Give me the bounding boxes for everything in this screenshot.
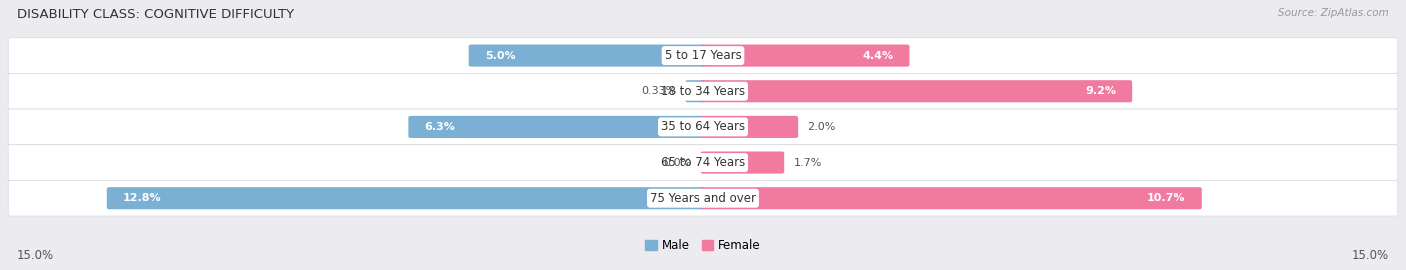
FancyBboxPatch shape [468, 45, 706, 67]
Text: 18 to 34 Years: 18 to 34 Years [661, 85, 745, 98]
Text: 9.2%: 9.2% [1085, 86, 1116, 96]
FancyBboxPatch shape [8, 180, 1398, 216]
Text: 65 to 74 Years: 65 to 74 Years [661, 156, 745, 169]
FancyBboxPatch shape [700, 116, 799, 138]
Text: 35 to 64 Years: 35 to 64 Years [661, 120, 745, 133]
FancyBboxPatch shape [107, 187, 706, 209]
FancyBboxPatch shape [8, 145, 1398, 180]
Text: 1.7%: 1.7% [793, 158, 823, 168]
FancyBboxPatch shape [8, 38, 1398, 73]
Text: 10.7%: 10.7% [1147, 193, 1185, 203]
Text: 6.3%: 6.3% [425, 122, 456, 132]
FancyBboxPatch shape [685, 80, 706, 102]
Text: 12.8%: 12.8% [124, 193, 162, 203]
FancyBboxPatch shape [700, 151, 785, 174]
Text: 75 Years and over: 75 Years and over [650, 192, 756, 205]
FancyBboxPatch shape [700, 45, 910, 67]
Text: Source: ZipAtlas.com: Source: ZipAtlas.com [1278, 8, 1389, 18]
Text: 4.4%: 4.4% [862, 50, 893, 60]
FancyBboxPatch shape [8, 109, 1398, 145]
Text: 15.0%: 15.0% [17, 249, 53, 262]
Text: 5.0%: 5.0% [485, 50, 516, 60]
Text: DISABILITY CLASS: COGNITIVE DIFFICULTY: DISABILITY CLASS: COGNITIVE DIFFICULTY [17, 8, 294, 21]
Text: 5 to 17 Years: 5 to 17 Years [665, 49, 741, 62]
FancyBboxPatch shape [700, 80, 1132, 102]
Text: 0.33%: 0.33% [641, 86, 676, 96]
Text: 2.0%: 2.0% [807, 122, 835, 132]
FancyBboxPatch shape [700, 187, 1202, 209]
Text: 15.0%: 15.0% [1353, 249, 1389, 262]
Text: 0.0%: 0.0% [664, 158, 692, 168]
FancyBboxPatch shape [408, 116, 706, 138]
Legend: Male, Female: Male, Female [641, 235, 765, 257]
FancyBboxPatch shape [8, 73, 1398, 109]
